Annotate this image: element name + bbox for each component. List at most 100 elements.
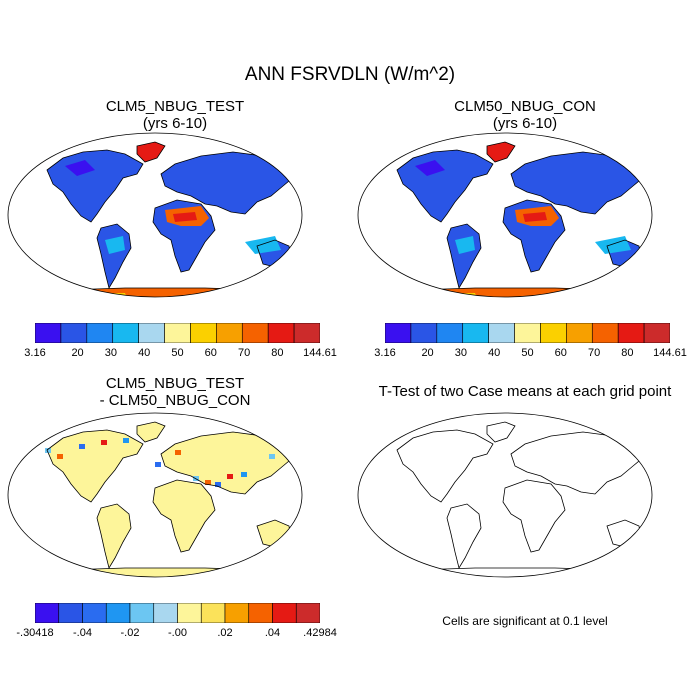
colorbar-swatch bbox=[129, 603, 155, 623]
difference-cell bbox=[241, 472, 247, 477]
colorbar-tick-label: 50 bbox=[521, 347, 534, 359]
colorbar-tick-label: 40 bbox=[138, 347, 151, 359]
difference-cell bbox=[101, 440, 107, 445]
difference-cell bbox=[57, 454, 63, 459]
coastline-eurasia bbox=[510, 431, 646, 495]
colorbar-swatch bbox=[82, 603, 107, 623]
colorbar-tick-label: 70 bbox=[237, 347, 251, 359]
map-border bbox=[357, 132, 653, 298]
antarctic-orange-band bbox=[71, 293, 127, 297]
diff-title-line2: - CLM50_NBUG_CON bbox=[99, 392, 251, 409]
amazon-light-region bbox=[105, 236, 125, 254]
australia-light-region bbox=[245, 236, 281, 254]
test-panel-title: CLM5_NBUG_TEST (yrs 6-10) bbox=[25, 98, 325, 132]
coastline-greenland bbox=[136, 421, 166, 443]
land-north-america-fill bbox=[47, 150, 143, 222]
colorbar-swatch bbox=[488, 323, 515, 343]
difference-cell bbox=[123, 438, 129, 443]
colorbar-swatch bbox=[86, 323, 114, 343]
diff-title-line1: CLM5_NBUG_TEST bbox=[105, 375, 245, 392]
colorbar-swatch bbox=[58, 603, 83, 623]
land-eurasia-fill bbox=[161, 152, 295, 214]
colorbar-swatch bbox=[177, 603, 202, 623]
ttest-panel-title: T-Test of two Case means at each grid po… bbox=[378, 383, 672, 400]
colorbar-tick-label: -.30418 bbox=[16, 627, 54, 639]
coastline-greenland bbox=[486, 141, 516, 163]
coastline-eurasia bbox=[160, 151, 296, 215]
difference-cell bbox=[79, 444, 85, 449]
sahara-peak-region bbox=[523, 212, 547, 222]
difference-cell bbox=[45, 448, 51, 453]
colorbar-swatch bbox=[105, 603, 131, 623]
control-title-line1: CLM50_NBUG_CON bbox=[454, 98, 596, 115]
colorbar-tick-label: 20 bbox=[421, 347, 434, 359]
colorbar-tick-label: .04 bbox=[264, 627, 281, 639]
colorbar-swatch bbox=[514, 323, 541, 343]
difference-cell bbox=[215, 482, 221, 487]
land-greenland-fill bbox=[137, 142, 165, 162]
test-colorbar-labels: 3.16 20 30 40 50 60 70 80 144.61 bbox=[15, 347, 345, 363]
colorbar-swatch bbox=[295, 603, 320, 623]
coastline-north-america bbox=[396, 149, 494, 223]
coastline-africa bbox=[502, 479, 566, 553]
colorbar-tick-label: 144.61 bbox=[653, 347, 687, 359]
colorbar-swatch bbox=[216, 323, 243, 343]
coastline-africa bbox=[152, 199, 216, 273]
map-border bbox=[357, 412, 653, 578]
control-field-map bbox=[357, 132, 653, 298]
coastline-north-america bbox=[46, 429, 144, 503]
land-south-america-fill bbox=[447, 504, 481, 568]
colorbar-swatch bbox=[436, 323, 464, 343]
colorbar-swatch bbox=[643, 323, 670, 343]
colorbar-tick-label: 60 bbox=[204, 347, 217, 359]
difference-colorbar-labels: -.30418 -.04 -.02 -.00 .02 .04 .42984 bbox=[15, 627, 345, 643]
control-panel-title: CLM50_NBUG_CON (yrs 6-10) bbox=[375, 98, 675, 132]
colorbar-swatch bbox=[200, 603, 226, 623]
coastline-south-america bbox=[96, 223, 132, 290]
land-greenland-fill bbox=[487, 422, 515, 442]
colorbar-swatch bbox=[566, 323, 593, 343]
amazon-light-region bbox=[455, 236, 475, 254]
coastline-greenland bbox=[136, 141, 166, 163]
australia-light-region bbox=[595, 236, 631, 254]
coastline-africa bbox=[502, 199, 566, 273]
colorbar-tick-label: 80 bbox=[271, 347, 284, 359]
colorbar-tick-label: 40 bbox=[488, 347, 501, 359]
significance-note: Cells are significant at 0.1 level bbox=[442, 614, 608, 628]
colorbar-tick-label: 80 bbox=[621, 347, 634, 359]
colorbar-swatch bbox=[385, 323, 412, 343]
colorbar-tick-label: 30 bbox=[104, 347, 117, 359]
colorbar-swatch bbox=[293, 323, 320, 343]
colorbar-tick-label: -.02 bbox=[120, 627, 140, 639]
colorbar-tick-label: 50 bbox=[171, 347, 184, 359]
boreal-dark-region bbox=[415, 160, 445, 176]
colorbar-swatch bbox=[267, 323, 295, 343]
colorbar-swatch bbox=[241, 323, 269, 343]
colorbar-swatch bbox=[591, 323, 619, 343]
map-border bbox=[7, 412, 303, 578]
colorbar-tick-label: 3.16 bbox=[374, 347, 396, 359]
land-south-america-fill bbox=[97, 504, 131, 568]
coastline-africa bbox=[152, 479, 216, 553]
test-field-map bbox=[7, 132, 303, 298]
colorbar-tick-label: 3.16 bbox=[24, 347, 46, 359]
colorbar-swatch bbox=[112, 323, 139, 343]
colorbar-swatch bbox=[617, 323, 645, 343]
control-colorbar bbox=[385, 323, 670, 343]
coastline-north-america bbox=[396, 429, 494, 503]
colorbar-swatch bbox=[153, 603, 178, 623]
colorbar-tick-label: 60 bbox=[554, 347, 567, 359]
colorbar-swatch bbox=[462, 323, 489, 343]
coastline-greenland bbox=[486, 421, 516, 443]
colorbar-swatch bbox=[35, 603, 60, 623]
coastline-south-america bbox=[96, 503, 132, 570]
land-eurasia-fill bbox=[511, 432, 645, 494]
control-title-line2: (yrs 6-10) bbox=[492, 115, 558, 132]
colorbar-tick-label: .02 bbox=[217, 627, 233, 639]
colorbar-swatch bbox=[224, 603, 250, 623]
colorbar-swatch bbox=[190, 323, 217, 343]
test-title-line2: (yrs 6-10) bbox=[142, 115, 208, 132]
boreal-dark-region bbox=[65, 160, 95, 176]
difference-cell bbox=[205, 480, 211, 485]
colorbar-tick-label: -.04 bbox=[73, 627, 92, 639]
